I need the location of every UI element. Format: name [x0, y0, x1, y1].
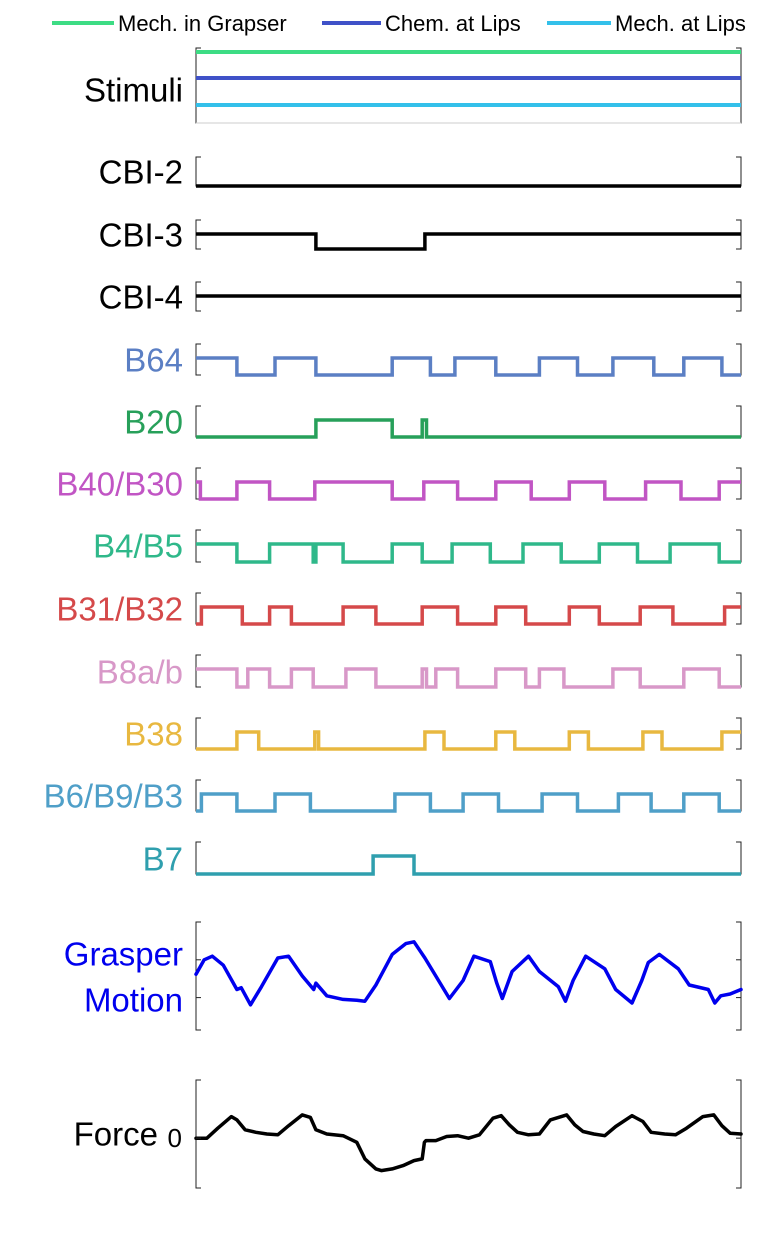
- row-label: B6/B9/B3: [44, 778, 183, 815]
- row-axis-frame: [195, 156, 742, 187]
- activity-trace: [196, 232, 741, 251]
- activity-trace: [196, 480, 741, 501]
- row-axis-frame: [195, 921, 742, 1031]
- legend: Mech. in Grapser Chem. at Lips Mech. at Li…: [52, 11, 746, 36]
- row-b7: B7: [143, 841, 742, 878]
- y-tick-label: 0: [168, 1123, 182, 1153]
- activity-trace: [196, 730, 741, 751]
- activity-trace: [196, 605, 741, 626]
- row-label: B4/B5: [93, 528, 183, 565]
- row-cbi-2: CBI-2: [99, 154, 742, 191]
- row-label: B31/B32: [56, 591, 183, 628]
- row-label: CBI-3: [99, 217, 183, 254]
- row-axis-frame: [195, 47, 742, 124]
- row-b38: B38: [124, 716, 742, 753]
- trace-rows: Stimuli CBI-2 CBI-3 CBI-4 B64 B20 B40/B30 B4/B5…: [44, 47, 743, 1189]
- row-label: CBI-2: [99, 154, 183, 191]
- row-cbi-4: CBI-4: [99, 279, 742, 316]
- row-label: Motion: [84, 982, 183, 1019]
- legend-entry-label: Mech. at Lips: [615, 11, 746, 36]
- activity-trace: [196, 854, 741, 876]
- row-b4-b5: B4/B5: [93, 528, 742, 565]
- activity-trace: [196, 667, 741, 689]
- row-stimuli: Stimuli: [84, 47, 742, 124]
- row-label: B20: [124, 404, 183, 441]
- row-label: B40/B30: [56, 466, 183, 503]
- activity-trace: [196, 418, 741, 439]
- legend-entry-label: Mech. in Grapser: [118, 11, 287, 36]
- row-axis-frame: [195, 529, 742, 563]
- activity-trace: [196, 792, 741, 813]
- row-cbi-3: CBI-3: [99, 217, 742, 254]
- legend-entry-label: Chem. at Lips: [385, 11, 521, 36]
- row-b20: B20: [124, 404, 742, 441]
- row-force: Force 0: [74, 1079, 743, 1189]
- row-label: B64: [124, 342, 183, 379]
- row-label: Grasper: [64, 936, 183, 973]
- row-label: Stimuli: [84, 72, 183, 109]
- row-label: Force: [74, 1116, 158, 1153]
- signal-trace: [194, 1113, 743, 1173]
- row-b6-b9-b3: B6/B9/B3: [44, 778, 742, 815]
- row-b64: B64: [124, 342, 742, 379]
- activity-trace: [196, 356, 741, 377]
- signal-trace: [194, 940, 743, 1007]
- row-label: B38: [124, 716, 183, 753]
- row-grasper-motion: Grasper Motion: [64, 921, 743, 1031]
- row-label: B7: [143, 841, 183, 878]
- row-b40-b30: B40/B30: [56, 466, 742, 503]
- row-label: B8a/b: [97, 654, 183, 691]
- activity-trace: [196, 542, 741, 564]
- row-label: CBI-4: [99, 279, 183, 316]
- row-b31-b32: B31/B32: [56, 591, 742, 628]
- row-axis-frame: [195, 654, 742, 688]
- row-axis-frame: [195, 841, 742, 875]
- row-axis-frame: [195, 405, 742, 438]
- row-b8a-b: B8a/b: [97, 654, 742, 691]
